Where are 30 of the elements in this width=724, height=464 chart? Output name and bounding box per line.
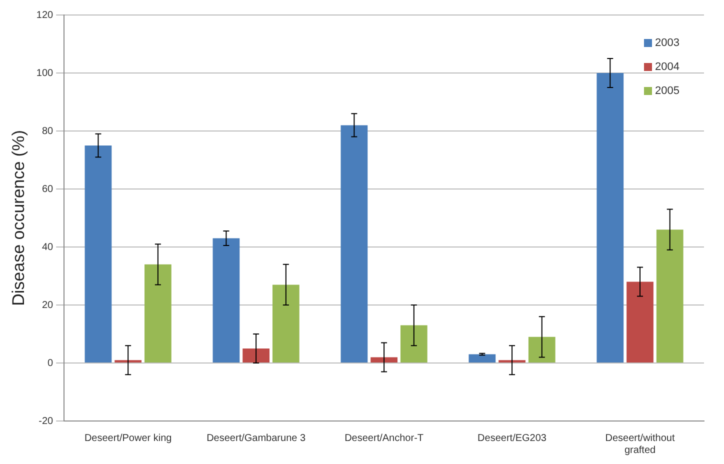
x-tick-label: Deseert/Gambarune 3 [206, 432, 306, 444]
bar [212, 238, 240, 362]
x-tick-label: Deseert/without grafted [605, 432, 675, 456]
x-tick-label: Deseert/EG203 [478, 432, 547, 444]
x-tick-label: Deseert/Anchor-T [344, 432, 424, 444]
y-axis-title: Disease occurence (%) [8, 130, 28, 306]
legend-label: 2004 [655, 61, 680, 74]
bar [340, 125, 368, 362]
y-tick-label: 40 [42, 242, 54, 253]
y-tick-label: 20 [42, 300, 54, 311]
bar [656, 230, 684, 362]
bar [84, 146, 112, 362]
y-tick-label: 60 [42, 184, 54, 195]
bar [626, 282, 654, 362]
y-tick-label: 100 [36, 68, 54, 79]
bar [370, 357, 398, 362]
y-tick-label: -20 [38, 416, 54, 427]
bar [468, 354, 496, 362]
bar [400, 325, 428, 362]
y-tick-label: 80 [42, 126, 54, 137]
x-tick-label: Deseert/Power king [84, 432, 172, 444]
legend-label: 2003 [655, 37, 680, 50]
bar [528, 336, 556, 362]
bar [144, 264, 172, 362]
legend-label: 2005 [655, 85, 680, 98]
y-tick-label: 120 [36, 10, 54, 21]
bar [596, 73, 624, 362]
bar [272, 284, 300, 362]
bar [242, 348, 270, 362]
y-tick-label: 0 [48, 358, 54, 369]
